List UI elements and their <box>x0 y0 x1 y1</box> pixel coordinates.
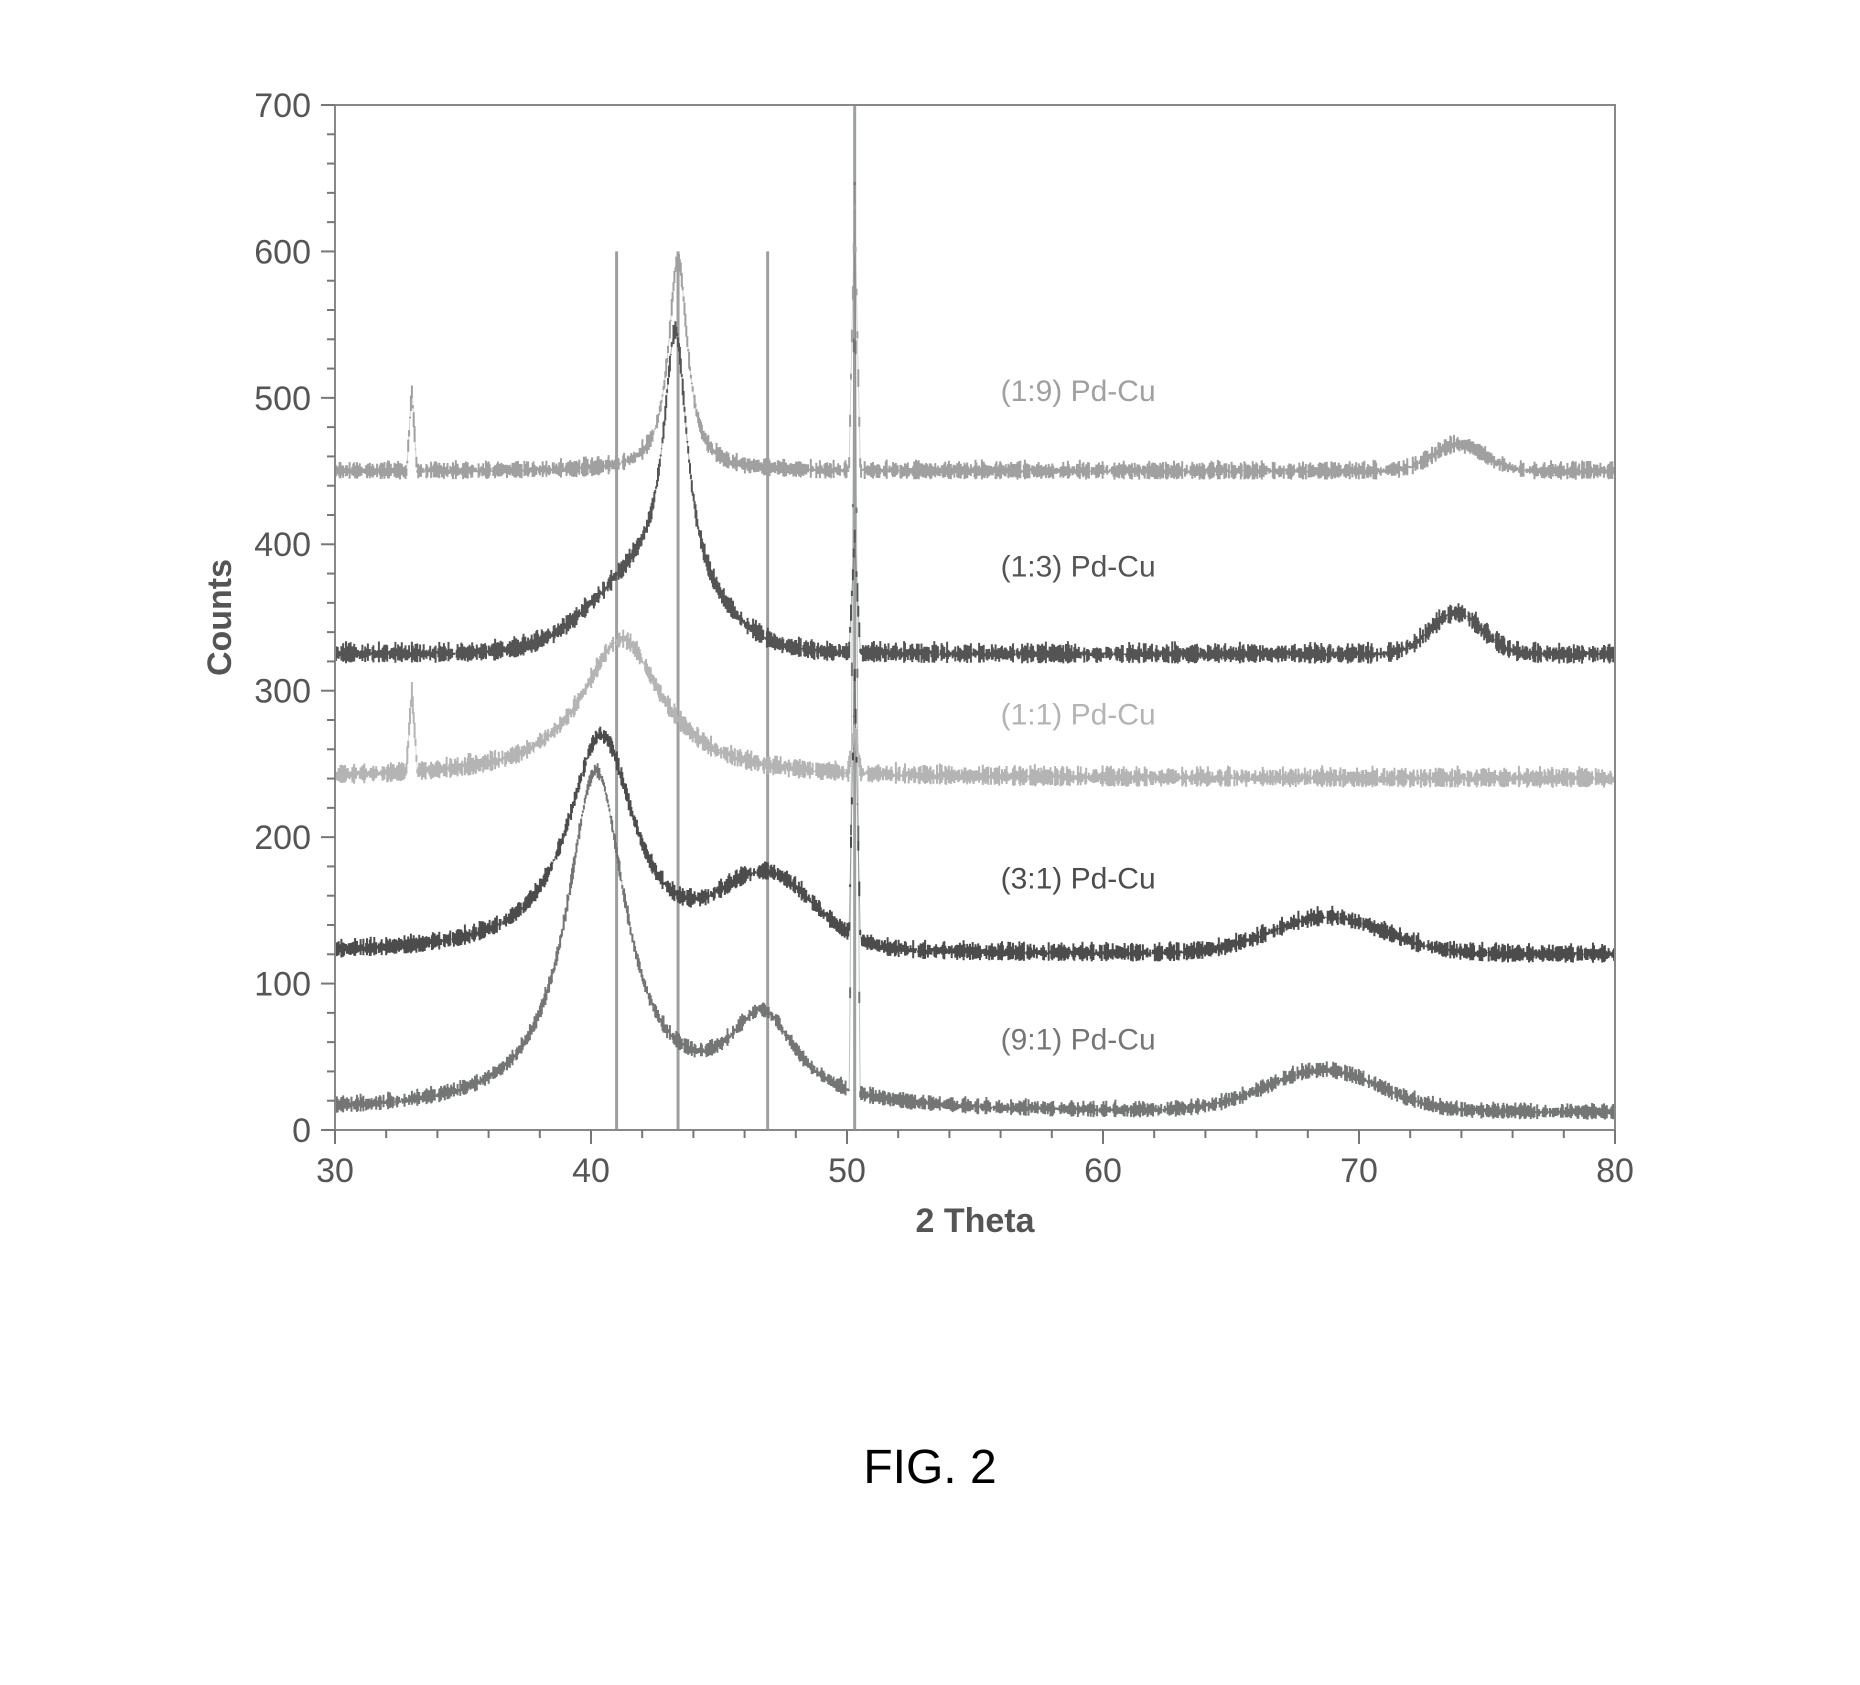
x-axis-label: 2 Theta <box>915 1202 1035 1240</box>
plot-frame <box>335 105 1615 1130</box>
figure-caption: FIG. 2 <box>0 1440 1860 1495</box>
series-(1:3) Pd-Cu <box>335 321 1615 663</box>
y-axis-label: Counts <box>201 559 239 676</box>
x-tick-label: 60 <box>1084 1152 1122 1190</box>
series-group <box>335 182 1615 1120</box>
series-label: (9:1) Pd-Cu <box>1001 1023 1156 1056</box>
y-tick-label: 700 <box>254 87 311 125</box>
x-tick-label: 50 <box>828 1152 866 1190</box>
x-tick-label: 70 <box>1340 1152 1378 1190</box>
y-tick-label: 600 <box>254 233 311 271</box>
series-(1:9) Pd-Cu <box>335 205 1615 480</box>
series-(3:1) Pd-Cu <box>335 669 1615 963</box>
xrd-chart: 30 40 50 60 70 80 2 Theta 0 100 200 300 400 500 600 70… <box>0 0 1735 1290</box>
x-tick-label: 40 <box>572 1152 610 1190</box>
y-tick-label: 400 <box>254 526 311 564</box>
y-tick-label: 100 <box>254 965 311 1003</box>
series-label: (1:3) Pd-Cu <box>1001 551 1156 584</box>
x-axis <box>335 91 1615 1144</box>
series-label: (1:1) Pd-Cu <box>1001 698 1156 731</box>
y-tick-label: 0 <box>292 1112 311 1150</box>
series-label: (1:9) Pd-Cu <box>1001 375 1156 408</box>
y-tick-label: 500 <box>254 380 311 418</box>
x-tick-label: 30 <box>316 1152 354 1190</box>
series-label: (3:1) Pd-Cu <box>1001 862 1156 895</box>
y-tick-label: 200 <box>254 819 311 857</box>
x-tick-label: 80 <box>1596 1152 1634 1190</box>
y-axis <box>321 105 335 1130</box>
y-tick-label: 300 <box>254 673 311 711</box>
figure-container: 30 40 50 60 70 80 2 Theta 0 100 200 300 400 500 600 70… <box>0 0 1860 1685</box>
